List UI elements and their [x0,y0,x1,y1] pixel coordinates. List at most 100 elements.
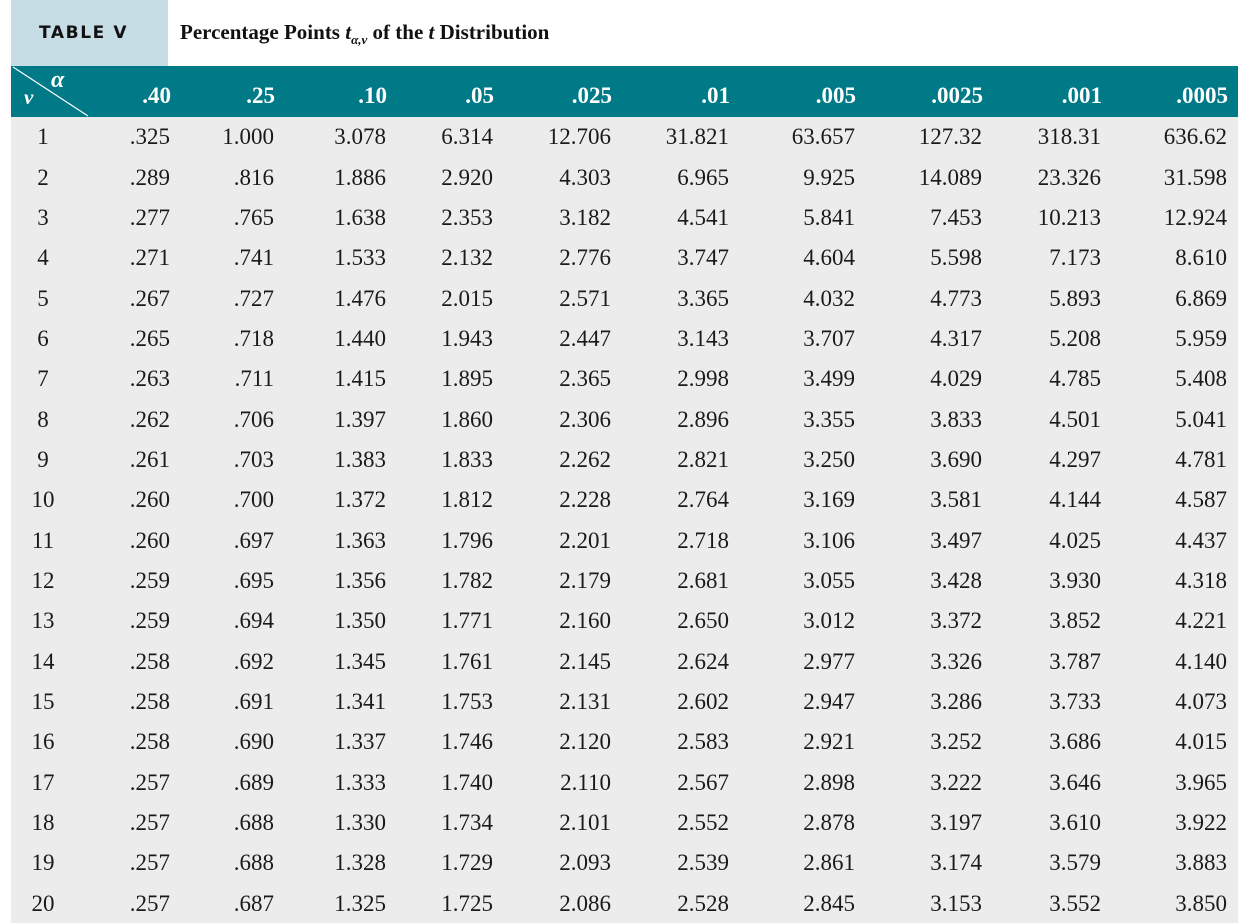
value-cell: 1.638 [334,204,386,230]
value-cell: 9.925 [803,164,855,190]
value-cell: 3.197 [930,810,982,836]
value-cell: 5.598 [930,245,982,271]
value-cell: 3.153 [930,890,982,916]
value-cell: 3.690 [930,446,982,472]
table-row: 16 .258 .690 1.337 1.746 2.120 2.583 2.921 3.252… [11,722,1238,762]
table-row: 20 .257 .687 1.325 1.725 2.086 2.528 2.845 3.153… [11,884,1238,924]
value-cell: 2.602 [677,688,729,714]
value-cell: .257 [129,890,170,916]
value-cell: 3.326 [930,648,982,674]
value-cell: 5.408 [1175,366,1227,392]
value-cell: 2.718 [677,527,729,553]
value-cell: .289 [129,164,170,190]
table-row: 18 .257 .688 1.330 1.734 2.101 2.552 2.878 3.197… [11,803,1238,843]
value-cell: .257 [129,769,170,795]
degrees-of-freedom-cell: 1 [37,124,49,150]
value-cell: 1.325 [334,890,386,916]
table-row: 13 .259 .694 1.350 1.771 2.160 2.650 3.012 3.372… [11,601,1238,641]
value-cell: 2.131 [559,688,611,714]
value-cell: .265 [129,325,170,351]
value-cell: 4.773 [930,285,982,311]
value-cell: .260 [129,487,170,513]
value-cell: 3.552 [1049,890,1101,916]
value-cell: 2.110 [560,769,611,795]
table-row: 19 .257 .688 1.328 1.729 2.093 2.539 2.861 3.174… [11,843,1238,883]
value-cell: 1.356 [334,567,386,593]
column-header-alpha: .001 [1061,82,1102,108]
value-cell: 127.32 [918,124,982,150]
degrees-of-freedom-cell: 17 [31,769,55,795]
value-cell: 4.541 [677,204,729,230]
value-cell: 2.571 [559,285,611,311]
value-cell: 3.497 [930,527,982,553]
value-cell: .697 [233,527,274,553]
value-cell: 2.552 [677,810,729,836]
header-row: α ν .40 .25 .10 .05 .025 .01 .005 .0025 .001 .000… [11,66,1238,117]
value-cell: 4.317 [930,325,982,351]
value-cell: 2.093 [559,850,611,876]
degrees-of-freedom-cell: 13 [31,608,55,634]
value-cell: 1.533 [334,245,386,271]
value-cell: 1.740 [441,769,493,795]
value-cell: .271 [129,245,170,271]
value-cell: 8.610 [1175,245,1227,271]
degrees-of-freedom-cell: 16 [31,729,55,755]
degrees-of-freedom-cell: 5 [37,285,49,311]
value-cell: .267 [129,285,170,311]
value-cell: .741 [233,245,274,271]
degrees-of-freedom-cell: 3 [37,204,49,230]
value-cell: 1.333 [334,769,386,795]
value-cell: .700 [233,487,274,513]
degrees-of-freedom-cell: 18 [31,810,55,836]
value-cell: 2.201 [559,527,611,553]
value-cell: .692 [233,648,274,674]
value-cell: 1.328 [334,850,386,876]
value-cell: 1.895 [441,366,493,392]
value-cell: 3.883 [1175,850,1227,876]
value-cell: .727 [233,285,274,311]
t-distribution-table: α ν .40 .25 .10 .05 .025 .01 .005 .0025 .001 .000… [11,66,1238,923]
value-cell: 3.252 [930,729,982,755]
value-cell: 4.303 [559,164,611,190]
value-cell: .258 [129,648,170,674]
value-cell: 2.086 [559,890,611,916]
value-cell: .258 [129,729,170,755]
value-cell: 4.032 [803,285,855,311]
value-cell: 4.501 [1049,406,1101,432]
title-subscript: α,ν [351,32,368,47]
table-row: 9 .261 .703 1.383 1.833 2.262 2.821 3.250 3.690 4… [11,440,1238,480]
alpha-symbol: α [51,67,65,93]
value-cell: 2.624 [677,648,729,674]
value-cell: 1.860 [441,406,493,432]
value-cell: 2.878 [803,810,855,836]
value-cell: .688 [233,810,274,836]
value-cell: 2.567 [677,769,729,795]
value-cell: 31.821 [665,124,729,150]
value-cell: 2.447 [559,325,611,351]
value-cell: 1.372 [334,487,386,513]
value-cell: .262 [129,406,170,432]
column-header-alpha: .01 [701,82,730,108]
table-row: 2 .289 .816 1.886 2.920 4.303 6.965 9.925 14.089… [11,157,1238,197]
value-cell: 2.262 [559,446,611,472]
value-cell: 7.453 [930,204,982,230]
value-cell: 2.145 [559,648,611,674]
value-cell: 1.330 [334,810,386,836]
value-cell: 3.182 [559,204,611,230]
column-header-alpha: .25 [246,82,275,108]
value-cell: 3.852 [1049,608,1101,634]
column-header-alpha: .40 [142,82,171,108]
table-row: 7 .263 .711 1.415 1.895 2.365 2.998 3.499 4.029 4… [11,359,1238,399]
value-cell: 3.355 [803,406,855,432]
value-cell: 3.686 [1049,729,1101,755]
degrees-of-freedom-cell: 14 [31,648,55,674]
value-cell: 3.787 [1049,648,1101,674]
value-cell: 1.341 [334,688,386,714]
value-cell: 1.812 [441,487,493,513]
value-cell: 2.896 [677,406,729,432]
value-cell: 3.499 [803,366,855,392]
value-cell: 1.753 [441,688,493,714]
value-cell: 2.947 [803,688,855,714]
value-cell: .703 [233,446,274,472]
value-cell: 3.581 [930,487,982,513]
